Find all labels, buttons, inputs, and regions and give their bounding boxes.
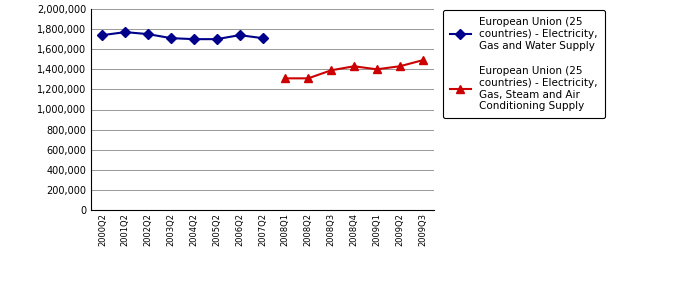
Line: European Union (25
countries) - Electricity,
Gas and Water Supply: European Union (25 countries) - Electric… xyxy=(99,28,266,43)
European Union (25
countries) - Electricity,
Gas, Steam and Air
Conditioning Supply xyxy=(372,68,381,71)
European Union (25
countries) - Electricity,
Gas and Water Supply xyxy=(144,32,153,36)
European Union (25
countries) - Electricity,
Gas, Steam and Air
Conditioning Supply xyxy=(419,58,427,62)
European Union (25
countries) - Electricity,
Gas and Water Supply xyxy=(213,37,221,41)
European Union (25
countries) - Electricity,
Gas and Water Supply xyxy=(167,36,175,40)
European Union (25
countries) - Electricity,
Gas and Water Supply xyxy=(235,33,244,37)
Legend: European Union (25
countries) - Electricity,
Gas and Water Supply, European Unio: European Union (25 countries) - Electric… xyxy=(442,10,605,118)
European Union (25
countries) - Electricity,
Gas, Steam and Air
Conditioning Supply xyxy=(395,64,404,68)
European Union (25
countries) - Electricity,
Gas, Steam and Air
Conditioning Supply xyxy=(281,76,290,80)
European Union (25
countries) - Electricity,
Gas, Steam and Air
Conditioning Supply xyxy=(304,76,312,80)
European Union (25
countries) - Electricity,
Gas and Water Supply xyxy=(121,30,130,34)
European Union (25
countries) - Electricity,
Gas, Steam and Air
Conditioning Supply xyxy=(350,64,358,68)
European Union (25
countries) - Electricity,
Gas and Water Supply xyxy=(190,37,198,41)
European Union (25
countries) - Electricity,
Gas and Water Supply xyxy=(258,36,267,40)
European Union (25
countries) - Electricity,
Gas, Steam and Air
Conditioning Supply xyxy=(327,68,335,72)
European Union (25
countries) - Electricity,
Gas and Water Supply xyxy=(98,33,106,37)
Line: European Union (25
countries) - Electricity,
Gas, Steam and Air
Conditioning Supply: European Union (25 countries) - Electric… xyxy=(281,56,427,82)
